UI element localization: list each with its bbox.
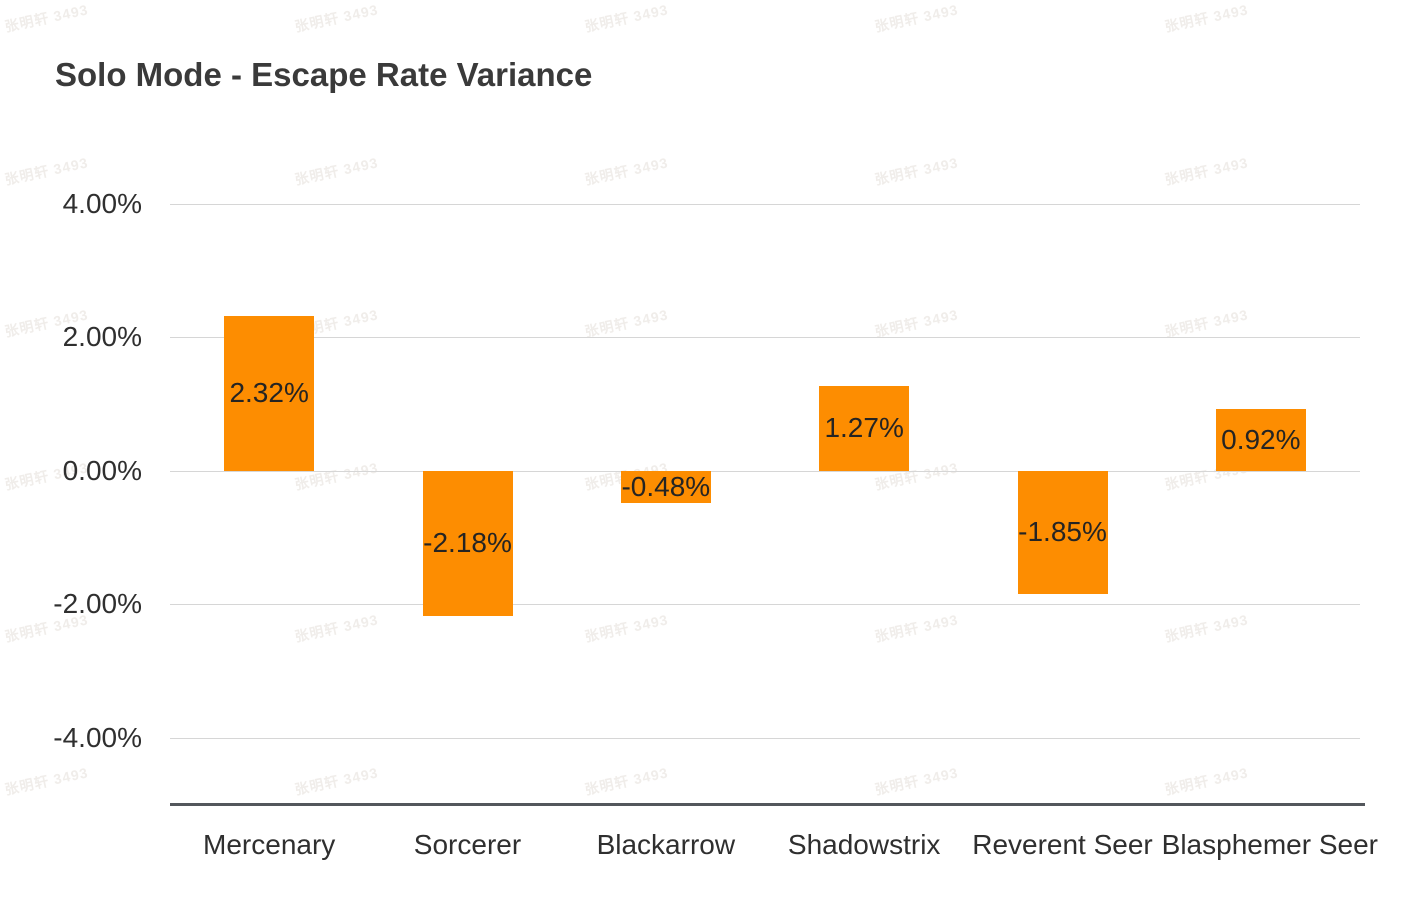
chart-title: Solo Mode - Escape Rate Variance: [55, 56, 593, 93]
gridline: [170, 604, 1360, 606]
bar-blackarrow[interactable]: -0.48%: [620, 470, 711, 503]
x-axis-line: [170, 803, 1365, 806]
y-axis-tick-label: 4.00%: [62, 188, 142, 219]
bar-value-label: 1.27%: [824, 412, 904, 444]
gridline: [170, 337, 1360, 339]
bar-sorcerer[interactable]: -2.18%: [422, 470, 513, 617]
bar-value-label: -0.48%: [621, 470, 711, 502]
x-axis-label-blasphemer-seer: Blasphemer Seer: [1161, 829, 1378, 860]
bar-reverent-seer[interactable]: -1.85%: [1017, 470, 1108, 595]
bar-value-label: 2.32%: [229, 377, 309, 409]
x-axis-label-blackarrow: Blackarrow: [596, 829, 736, 860]
y-axis-tick-label: 0.00%: [62, 454, 142, 486]
x-axis-label-mercenary: Mercenary: [203, 829, 336, 860]
x-axis-label-reverent-seer: Reverent Seer: [972, 829, 1153, 860]
x-axis-label-shadowstrix: Shadowstrix: [787, 829, 941, 860]
x-axis-label-sorcerer: Sorcerer: [413, 829, 522, 860]
bar-mercenary[interactable]: 2.32%: [224, 316, 315, 471]
bar-value-label: -1.85%: [1018, 516, 1107, 548]
gridline: [170, 204, 1360, 205]
y-axis-tick-label: -2.00%: [53, 588, 142, 620]
y-axis-tick-label: 2.00%: [62, 321, 142, 353]
bar-value-label: 0.92%: [1221, 424, 1301, 456]
bar-value-label: -2.18%: [423, 527, 512, 559]
bar-blasphemer-seer[interactable]: 0.92%: [1215, 409, 1306, 471]
bar-shadowstrix[interactable]: 1.27%: [819, 386, 910, 471]
y-axis-tick-label: -4.00%: [53, 721, 142, 753]
gridline: [170, 470, 1360, 472]
gridline: [170, 737, 1360, 739]
